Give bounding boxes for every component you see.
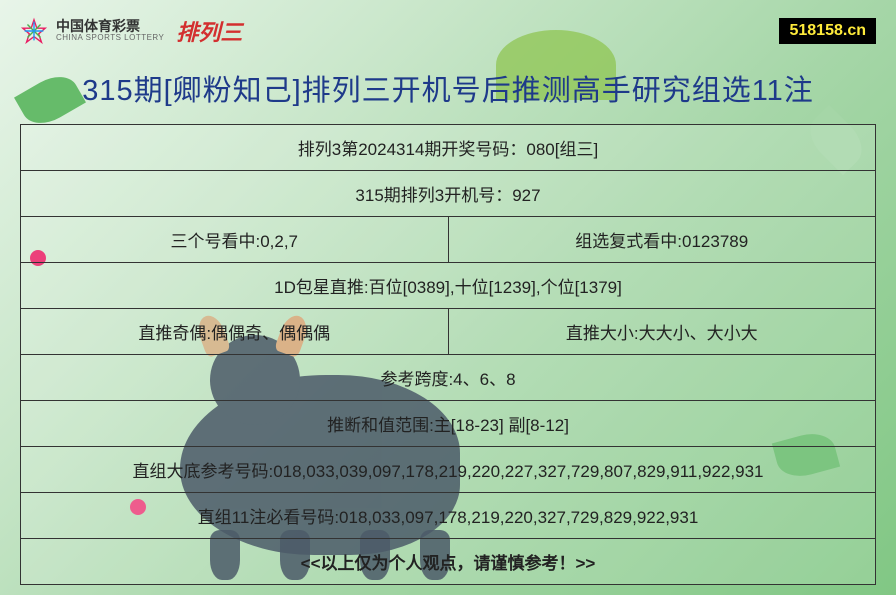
cell-three-picks: 三个号看中:0,2,7	[21, 217, 449, 263]
table-row: 1D包星直推:百位[0389],十位[1239],个位[1379]	[21, 263, 876, 309]
cell-open-number: 315期排列3开机号：927	[21, 171, 876, 217]
cell-disclaimer: <<以上仅为个人观点，请谨慎参考！>>	[21, 539, 876, 585]
cell-group-picks: 组选复式看中:0123789	[448, 217, 876, 263]
table-row: 排列3第2024314期开奖号码：080[组三]	[21, 125, 876, 171]
logo-area: 中国体育彩票 CHINA SPORTS LOTTERY 排列三	[20, 15, 242, 47]
prediction-table: 排列3第2024314期开奖号码：080[组三] 315期排列3开机号：927 …	[20, 124, 876, 585]
cell-base-numbers: 直组大底参考号码:018,033,039,097,178,219,220,227…	[21, 447, 876, 493]
header: 中国体育彩票 CHINA SPORTS LOTTERY 排列三 518158.c…	[20, 10, 876, 57]
site-badge: 518158.cn	[779, 18, 876, 44]
table-row: 推断和值范围:主[18-23] 副[8-12]	[21, 401, 876, 447]
table-row: <<以上仅为个人观点，请谨慎参考！>>	[21, 539, 876, 585]
logo-brand: 排列三	[176, 15, 242, 47]
table-row: 三个号看中:0,2,7 组选复式看中:0123789	[21, 217, 876, 263]
logo-english: CHINA SPORTS LOTTERY	[56, 34, 164, 43]
table-row: 参考跨度:4、6、8	[21, 355, 876, 401]
cell-sum-range: 推断和值范围:主[18-23] 副[8-12]	[21, 401, 876, 447]
logo-chinese: 中国体育彩票	[56, 19, 164, 34]
cell-span: 参考跨度:4、6、8	[21, 355, 876, 401]
main-container: 中国体育彩票 CHINA SPORTS LOTTERY 排列三 518158.c…	[0, 0, 896, 595]
table-row: 直组大底参考号码:018,033,039,097,178,219,220,227…	[21, 447, 876, 493]
table-row: 直推奇偶:偶偶奇、偶偶偶 直推大小:大大小、大小大	[21, 309, 876, 355]
cell-position-picks: 1D包星直推:百位[0389],十位[1239],个位[1379]	[21, 263, 876, 309]
cell-odd-even: 直推奇偶:偶偶奇、偶偶偶	[21, 309, 449, 355]
cell-big-small: 直推大小:大大小、大小大	[448, 309, 876, 355]
logo-text: 中国体育彩票 CHINA SPORTS LOTTERY	[56, 19, 164, 43]
cell-prev-result: 排列3第2024314期开奖号码：080[组三]	[21, 125, 876, 171]
page-title: 315期[卿粉知己]排列三开机号后推测高手研究组选11注	[20, 57, 876, 124]
table-row: 直组11注必看号码:018,033,097,178,219,220,327,72…	[21, 493, 876, 539]
lottery-logo-icon	[20, 17, 48, 45]
cell-top-numbers: 直组11注必看号码:018,033,097,178,219,220,327,72…	[21, 493, 876, 539]
table-row: 315期排列3开机号：927	[21, 171, 876, 217]
